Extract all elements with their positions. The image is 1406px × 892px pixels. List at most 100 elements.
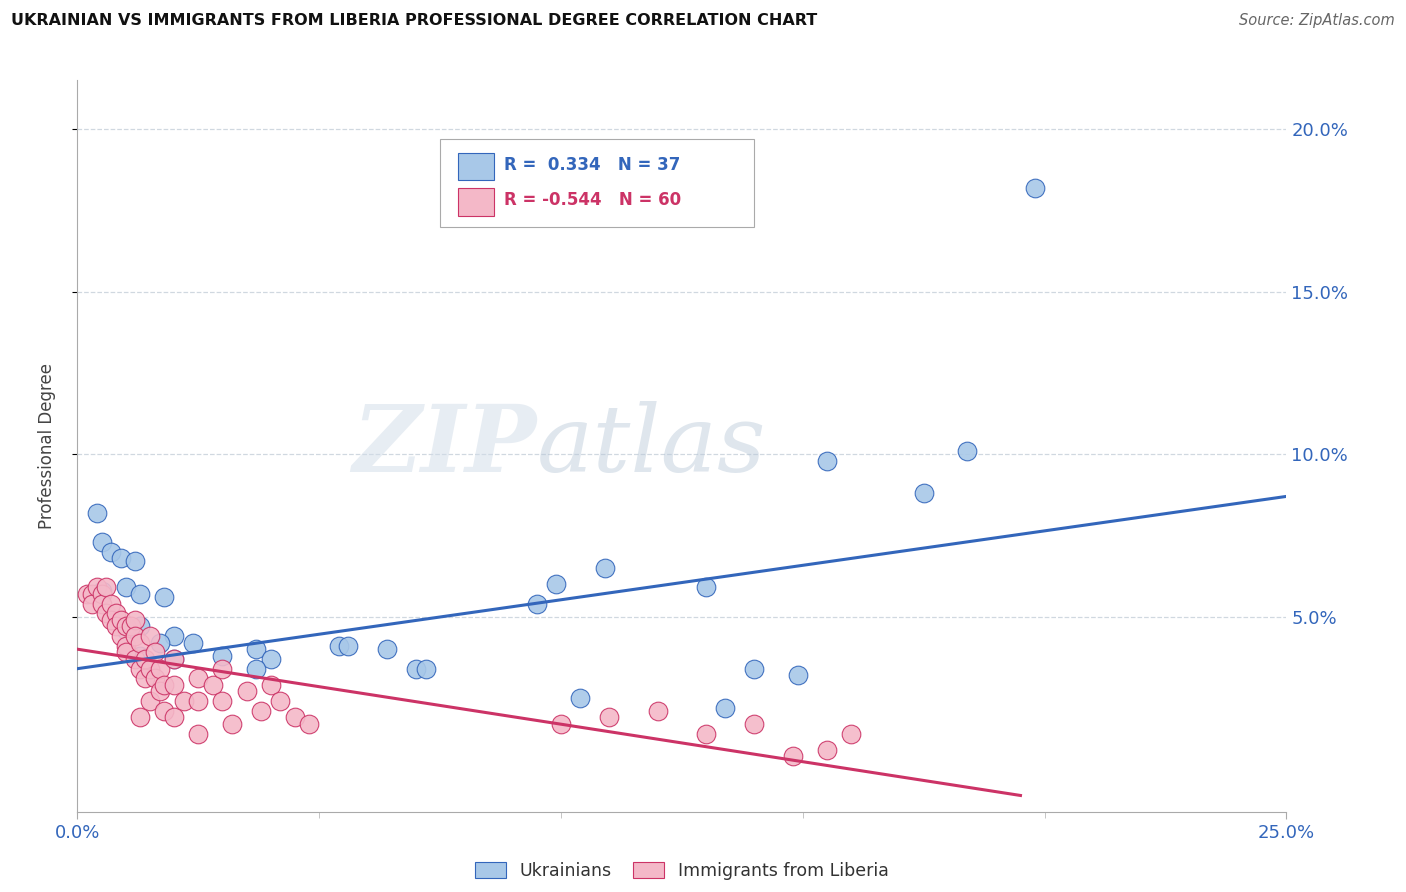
Point [550, 717, 572, 731]
Point [110, 613, 132, 627]
Point [90, 583, 112, 598]
Point [139, 662, 162, 676]
Point [96, 607, 118, 621]
Point [120, 619, 142, 633]
Point [134, 652, 156, 666]
Point [86, 581, 108, 595]
Point [90, 535, 112, 549]
Point [328, 639, 350, 653]
Point [187, 694, 209, 708]
FancyBboxPatch shape [458, 153, 495, 180]
Point [163, 710, 186, 724]
Point [114, 623, 136, 637]
Point [211, 694, 233, 708]
Text: R =  0.334   N = 37: R = 0.334 N = 37 [505, 155, 681, 174]
Legend: Ukrainians, Immigrants from Liberia: Ukrainians, Immigrants from Liberia [468, 855, 896, 888]
Point [163, 629, 186, 643]
Point [114, 619, 136, 633]
Text: ZIP: ZIP [353, 401, 537, 491]
Point [90, 597, 112, 611]
Point [163, 652, 186, 666]
Point [183, 635, 205, 649]
FancyBboxPatch shape [440, 139, 755, 227]
Point [163, 678, 186, 692]
Point [124, 613, 146, 627]
Point [782, 749, 804, 764]
Point [143, 645, 166, 659]
Point [129, 619, 152, 633]
Point [546, 577, 568, 591]
Point [405, 662, 427, 676]
Point [110, 551, 132, 566]
Point [124, 652, 146, 666]
Point [415, 662, 437, 676]
Point [114, 645, 136, 659]
Point [260, 652, 283, 666]
Point [375, 642, 398, 657]
Point [148, 635, 170, 649]
Point [105, 607, 128, 621]
Point [148, 662, 170, 676]
Point [211, 662, 233, 676]
Text: Source: ZipAtlas.com: Source: ZipAtlas.com [1239, 13, 1395, 29]
Point [298, 717, 321, 731]
Text: UKRAINIAN VS IMMIGRANTS FROM LIBERIA PROFESSIONAL DEGREE CORRELATION CHART: UKRAINIAN VS IMMIGRANTS FROM LIBERIA PRO… [11, 13, 817, 29]
Point [201, 678, 224, 692]
Point [100, 544, 122, 558]
Point [76, 587, 98, 601]
Point [163, 652, 186, 666]
Point [110, 629, 132, 643]
Point [260, 678, 283, 692]
Point [526, 597, 548, 611]
Point [1024, 180, 1046, 194]
Point [129, 635, 152, 649]
Point [211, 648, 233, 663]
Text: atlas: atlas [537, 401, 766, 491]
Point [90, 587, 112, 601]
Point [100, 597, 122, 611]
Point [744, 662, 766, 676]
Point [153, 678, 176, 692]
Y-axis label: Professional Degree: Professional Degree [38, 363, 56, 529]
Point [235, 684, 257, 698]
Point [956, 443, 979, 458]
Point [105, 619, 128, 633]
Point [124, 629, 146, 643]
Point [187, 672, 209, 686]
Text: R = -0.544   N = 60: R = -0.544 N = 60 [505, 191, 682, 209]
Point [129, 648, 152, 663]
Point [129, 662, 152, 676]
Point [221, 717, 243, 731]
Point [269, 694, 291, 708]
Point [114, 639, 136, 653]
Point [114, 581, 136, 595]
Point [744, 717, 766, 731]
Point [695, 727, 717, 741]
Point [80, 587, 103, 601]
Point [143, 672, 166, 686]
Point [598, 710, 620, 724]
Point [139, 694, 162, 708]
Point [569, 690, 592, 705]
Point [787, 668, 810, 682]
Point [148, 684, 170, 698]
Point [695, 581, 717, 595]
Point [129, 587, 152, 601]
Point [129, 710, 152, 724]
Point [839, 727, 862, 741]
Point [80, 597, 103, 611]
Point [100, 613, 122, 627]
Point [714, 700, 737, 714]
Point [815, 453, 838, 467]
Point [245, 642, 267, 657]
Point [153, 704, 176, 718]
Point [250, 704, 273, 718]
Point [912, 486, 935, 500]
Point [153, 590, 176, 604]
Point [124, 554, 146, 568]
Point [815, 743, 838, 757]
Point [337, 639, 360, 653]
Point [647, 704, 669, 718]
Point [139, 629, 162, 643]
Point [245, 662, 267, 676]
